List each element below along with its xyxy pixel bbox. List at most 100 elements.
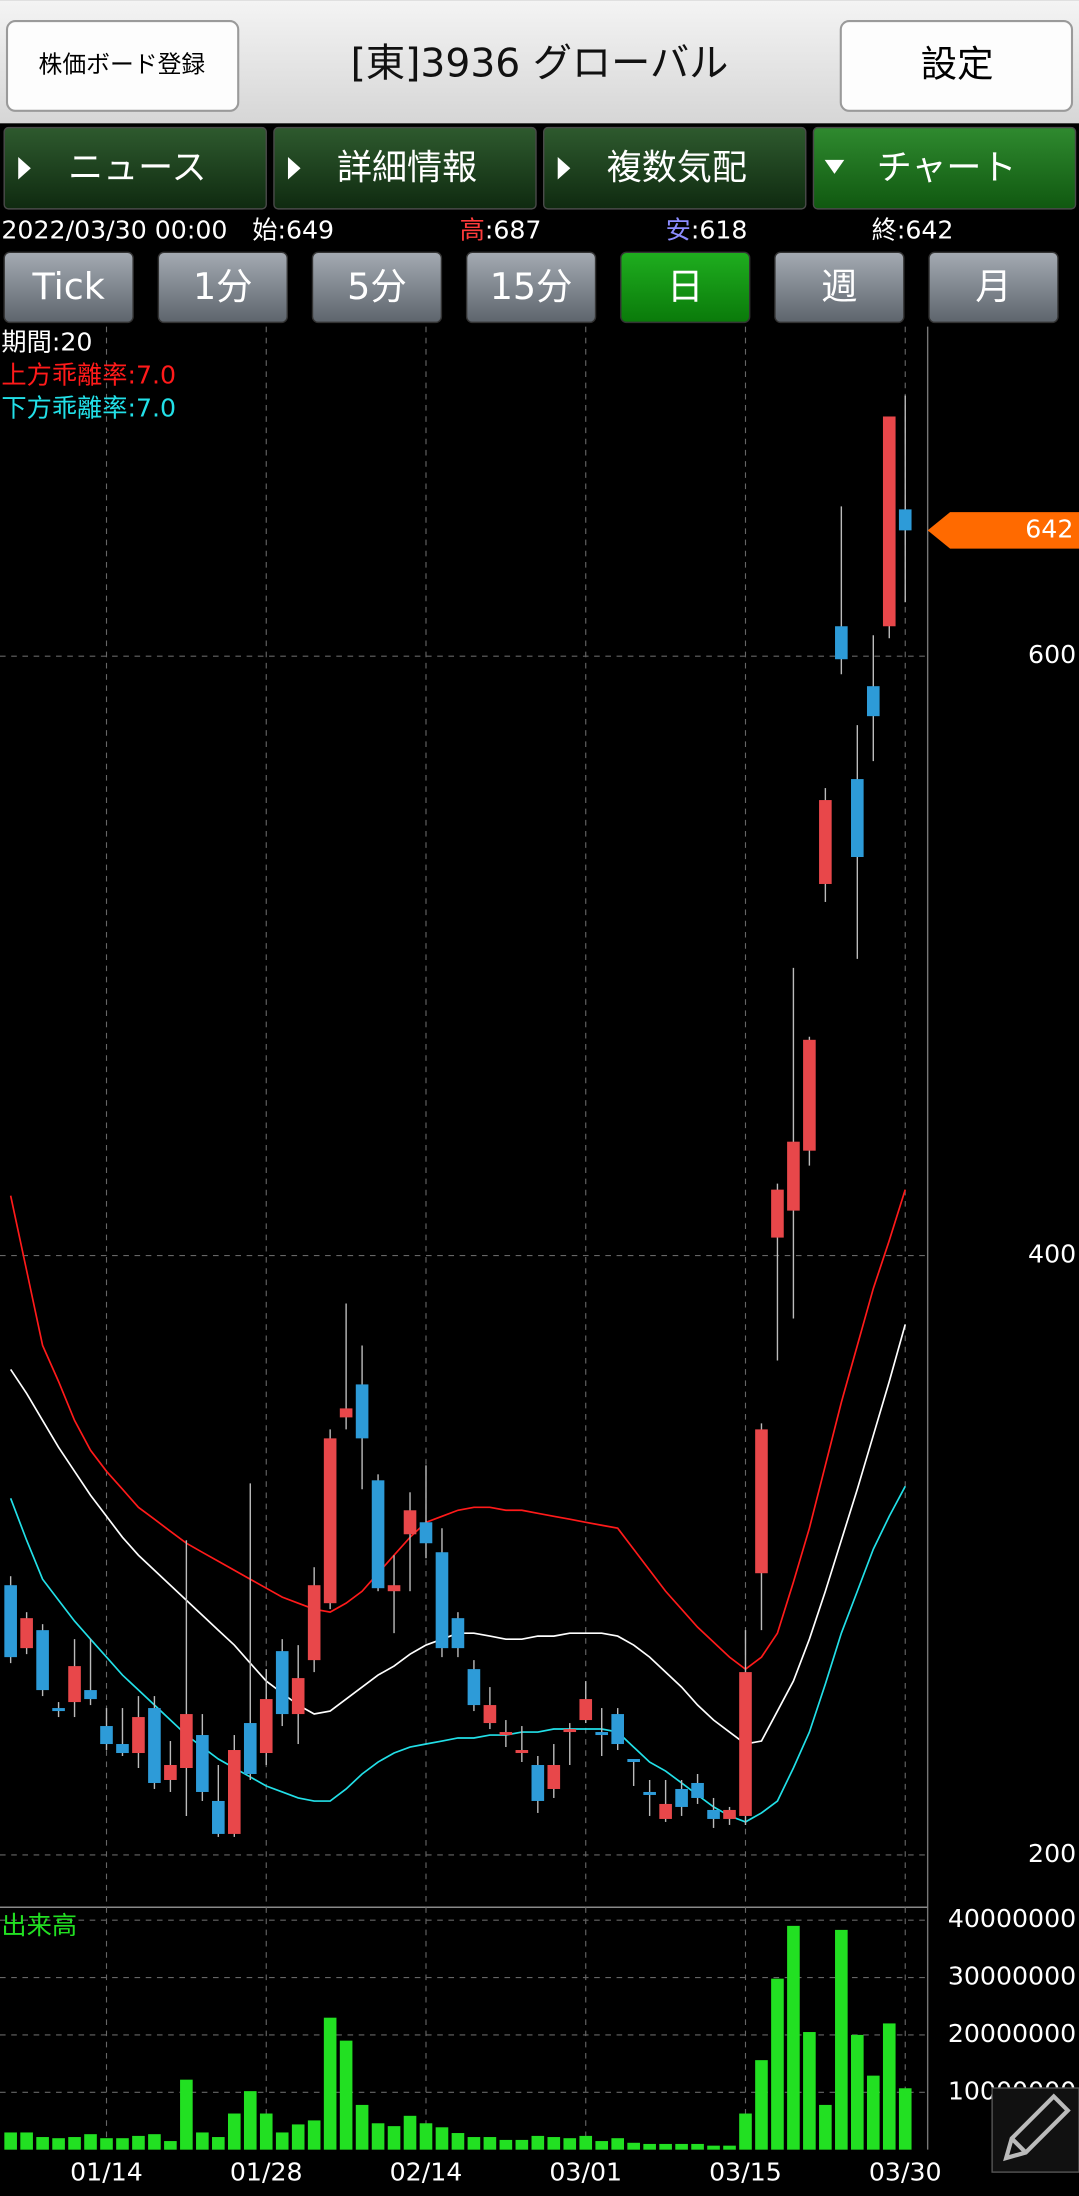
volume-bar bbox=[627, 2142, 640, 2150]
volume-bar bbox=[819, 2104, 832, 2150]
period-label[interactable]: 日 bbox=[667, 265, 703, 308]
volume-bar bbox=[275, 2132, 289, 2150]
candle-body bbox=[371, 1480, 385, 1589]
tab[interactable] bbox=[3, 126, 267, 210]
candle-body bbox=[451, 1618, 465, 1649]
edit-button-bg[interactable] bbox=[991, 2087, 1079, 2173]
volume-bar bbox=[483, 2137, 497, 2150]
volume-bar bbox=[307, 2120, 321, 2150]
volume-bar bbox=[148, 2134, 161, 2150]
tab-arrow[interactable] bbox=[557, 157, 571, 180]
volume-bar bbox=[180, 2079, 193, 2150]
volume-title: 出来高 bbox=[1, 1911, 77, 1940]
tab[interactable] bbox=[273, 126, 537, 210]
tab[interactable] bbox=[812, 126, 1077, 210]
y-tick-label: 400 bbox=[1028, 1240, 1076, 1269]
candle-body bbox=[787, 1141, 800, 1211]
candle-body bbox=[339, 1408, 353, 1418]
candle-body bbox=[116, 1744, 129, 1754]
quote-item: 始:649 bbox=[252, 215, 334, 244]
volume-bar bbox=[882, 2023, 896, 2150]
candle-body bbox=[882, 416, 896, 627]
period-label[interactable]: 週 bbox=[821, 265, 857, 308]
tab[interactable] bbox=[543, 126, 807, 210]
candle-body bbox=[515, 1750, 529, 1754]
tab-label[interactable]: ニュース bbox=[68, 148, 206, 189]
candle-body bbox=[20, 1618, 33, 1649]
candle-body bbox=[196, 1735, 209, 1792]
candle-body bbox=[68, 1666, 81, 1703]
candle-body bbox=[627, 1759, 640, 1763]
candle-body bbox=[212, 1800, 225, 1834]
x-tick-label: 01/14 bbox=[70, 2157, 143, 2186]
period-button[interactable] bbox=[465, 251, 597, 324]
volume-bar bbox=[643, 2143, 656, 2150]
volume-bar bbox=[259, 2113, 273, 2150]
quote-item: 高:687 bbox=[460, 215, 542, 244]
quote-value: 618 bbox=[699, 215, 747, 244]
volume-bar bbox=[212, 2137, 225, 2150]
candle-body bbox=[659, 1803, 672, 1819]
period-label[interactable]: 月 bbox=[975, 265, 1011, 308]
tab-label[interactable]: 詳細情報 bbox=[337, 148, 477, 189]
settings-button-label[interactable]: 設定 bbox=[921, 42, 994, 85]
y-tick-label: 600 bbox=[1028, 640, 1076, 669]
candle-body bbox=[675, 1788, 688, 1807]
period-button[interactable] bbox=[157, 251, 288, 324]
volume-bar bbox=[100, 2138, 113, 2150]
period-button[interactable] bbox=[620, 251, 751, 324]
tab-label[interactable]: 複数気配 bbox=[607, 148, 747, 189]
x-tick-label: 02/14 bbox=[390, 2157, 463, 2186]
period-button[interactable] bbox=[3, 251, 134, 324]
candle-body bbox=[132, 1717, 145, 1754]
quote-label: 高 bbox=[460, 215, 485, 244]
volume-bar bbox=[20, 2132, 33, 2150]
volume-bar bbox=[787, 1925, 800, 2150]
settings-button[interactable] bbox=[839, 20, 1074, 112]
volume-bar bbox=[691, 2143, 704, 2150]
candle-body bbox=[52, 1708, 65, 1712]
period-button[interactable] bbox=[928, 251, 1059, 324]
period-button[interactable] bbox=[311, 251, 443, 324]
volume-bar bbox=[755, 2060, 768, 2150]
candle-body bbox=[227, 1750, 241, 1834]
candle-body bbox=[547, 1765, 561, 1789]
board-button-label[interactable]: 株価ボード登録 bbox=[39, 50, 206, 78]
period-label[interactable]: 5分 bbox=[347, 265, 407, 308]
quote-item: 終:642 bbox=[872, 215, 954, 244]
candle-body bbox=[259, 1699, 273, 1754]
candle-body bbox=[866, 686, 880, 717]
period-button[interactable] bbox=[774, 251, 905, 324]
candle-body bbox=[291, 1678, 305, 1715]
volume-bar bbox=[531, 2135, 545, 2150]
volume-bar bbox=[659, 2143, 672, 2150]
candle-body bbox=[851, 779, 864, 858]
volume-bar bbox=[499, 2139, 513, 2150]
period-label[interactable]: Tick bbox=[31, 265, 104, 308]
volume-bar bbox=[227, 2113, 241, 2150]
candle-body bbox=[835, 626, 848, 660]
volume-tick-label: 20000000 bbox=[948, 2019, 1076, 2048]
volume-bar bbox=[675, 2143, 688, 2150]
candle-body bbox=[307, 1585, 321, 1661]
edit-button[interactable] bbox=[991, 2087, 1079, 2173]
tab-label[interactable]: チャート bbox=[877, 148, 1017, 189]
period-label[interactable]: 1分 bbox=[193, 265, 253, 308]
board-button[interactable] bbox=[5, 20, 240, 112]
quote-separator: : bbox=[485, 215, 494, 244]
volume-bar bbox=[84, 2134, 97, 2150]
volume-bar bbox=[835, 1929, 848, 2150]
volume-bar bbox=[563, 2138, 577, 2150]
period-label[interactable]: 15分 bbox=[490, 265, 573, 308]
volume-bar bbox=[339, 2040, 353, 2150]
volume-tick-label: 40000000 bbox=[948, 1904, 1076, 1933]
volume-bar bbox=[803, 2032, 816, 2150]
candle-body bbox=[691, 1782, 704, 1798]
tab-arrow[interactable] bbox=[287, 157, 301, 180]
pencil-icon[interactable] bbox=[1003, 2093, 1071, 2162]
volume-bar bbox=[243, 2091, 257, 2150]
tab-arrow[interactable] bbox=[18, 157, 31, 180]
volume-bar bbox=[164, 2141, 177, 2150]
tab-arrow[interactable] bbox=[824, 159, 845, 174]
